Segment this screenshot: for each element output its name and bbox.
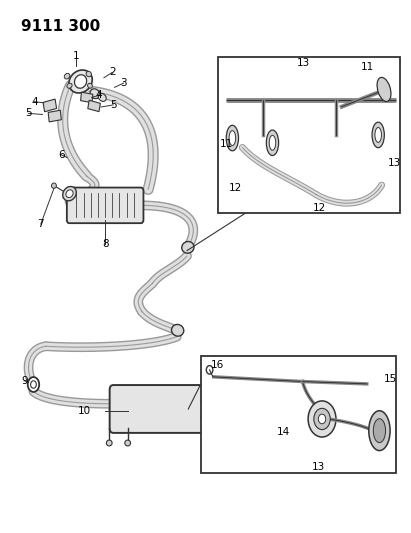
Ellipse shape	[314, 408, 330, 430]
Bar	[43, 99, 57, 112]
Ellipse shape	[206, 366, 213, 374]
Bar	[48, 110, 61, 122]
Ellipse shape	[30, 381, 36, 388]
Text: 12: 12	[313, 203, 326, 213]
Ellipse shape	[98, 93, 106, 101]
Ellipse shape	[86, 71, 91, 77]
Ellipse shape	[182, 241, 194, 253]
Ellipse shape	[74, 75, 87, 88]
Text: 13: 13	[388, 158, 401, 168]
Text: 2: 2	[109, 68, 115, 77]
Text: 11: 11	[360, 62, 374, 72]
Ellipse shape	[28, 377, 39, 392]
Ellipse shape	[67, 83, 72, 88]
Ellipse shape	[377, 77, 391, 101]
Text: 8: 8	[102, 239, 109, 248]
Text: 10: 10	[78, 406, 91, 416]
Text: 1: 1	[73, 51, 80, 61]
Ellipse shape	[266, 130, 279, 156]
Text: 4: 4	[31, 96, 37, 107]
Text: 5: 5	[25, 108, 32, 118]
Text: 3: 3	[120, 78, 127, 88]
Text: 7: 7	[37, 219, 44, 229]
Text: 4: 4	[96, 90, 102, 100]
Ellipse shape	[106, 440, 112, 446]
Ellipse shape	[369, 411, 390, 450]
Ellipse shape	[226, 125, 238, 151]
Bar	[88, 100, 100, 111]
Ellipse shape	[269, 135, 276, 150]
Text: 12: 12	[229, 183, 242, 193]
Ellipse shape	[227, 397, 236, 421]
Text: 16: 16	[210, 360, 224, 370]
Ellipse shape	[373, 419, 386, 442]
Bar	[81, 92, 93, 103]
Ellipse shape	[229, 401, 233, 416]
Bar	[218, 56, 400, 213]
Text: 6: 6	[58, 150, 65, 160]
Ellipse shape	[63, 187, 76, 201]
Ellipse shape	[66, 190, 73, 198]
Ellipse shape	[69, 70, 92, 93]
FancyBboxPatch shape	[67, 188, 143, 223]
Text: 11: 11	[219, 139, 233, 149]
Bar	[201, 356, 396, 473]
FancyBboxPatch shape	[110, 385, 207, 433]
Text: 14: 14	[277, 427, 290, 437]
Text: 13: 13	[312, 463, 325, 472]
Ellipse shape	[372, 122, 384, 148]
Text: 13: 13	[297, 58, 310, 68]
Text: 9: 9	[21, 376, 28, 386]
Ellipse shape	[375, 127, 381, 142]
Ellipse shape	[229, 131, 236, 146]
Text: 5: 5	[110, 100, 117, 110]
Ellipse shape	[319, 414, 326, 424]
Ellipse shape	[64, 74, 70, 79]
Ellipse shape	[125, 440, 131, 446]
Ellipse shape	[308, 401, 336, 437]
Ellipse shape	[88, 83, 92, 88]
Ellipse shape	[171, 325, 184, 336]
Text: 15: 15	[383, 374, 397, 384]
Text: 9111 300: 9111 300	[21, 19, 100, 34]
Ellipse shape	[51, 183, 56, 188]
Ellipse shape	[90, 89, 100, 99]
